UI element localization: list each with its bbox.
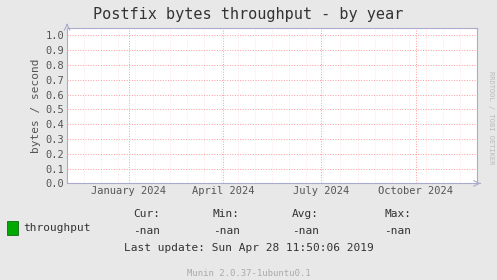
Text: RRDTOOL / TOBI OETIKER: RRDTOOL / TOBI OETIKER xyxy=(488,71,494,164)
Text: -nan: -nan xyxy=(213,226,240,236)
Y-axis label: bytes / second: bytes / second xyxy=(31,59,41,153)
Text: Last update: Sun Apr 28 11:50:06 2019: Last update: Sun Apr 28 11:50:06 2019 xyxy=(124,243,373,253)
Text: Cur:: Cur: xyxy=(133,209,160,219)
Text: -nan: -nan xyxy=(292,226,319,236)
Text: Max:: Max: xyxy=(384,209,411,219)
Text: Avg:: Avg: xyxy=(292,209,319,219)
Text: -nan: -nan xyxy=(133,226,160,236)
Text: Munin 2.0.37-1ubuntu0.1: Munin 2.0.37-1ubuntu0.1 xyxy=(187,269,310,277)
Text: Postfix bytes throughput - by year: Postfix bytes throughput - by year xyxy=(93,7,404,22)
Text: Min:: Min: xyxy=(213,209,240,219)
Text: -nan: -nan xyxy=(384,226,411,236)
Text: throughput: throughput xyxy=(23,223,91,233)
